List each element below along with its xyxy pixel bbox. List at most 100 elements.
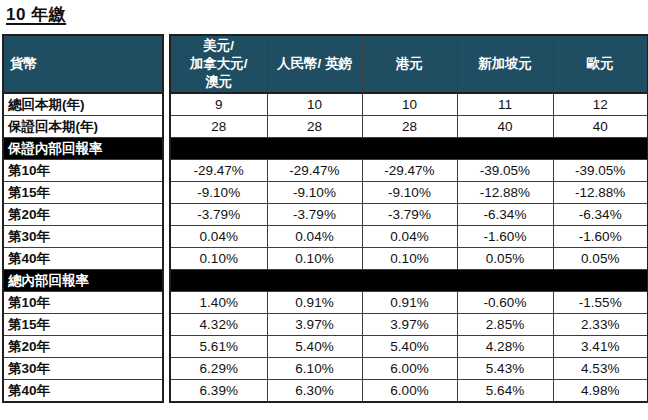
value-cell: 4.32% xyxy=(170,314,267,336)
currency-header-row: 美元/ 加拿大元/ 澳元人民幣/ 英鎊港元新加坡元歐元 xyxy=(170,35,648,93)
table-row: 總回本期(年) xyxy=(3,93,163,116)
value-cell: 0.10% xyxy=(170,248,267,270)
table-row: 5.61%5.40%5.40%4.28%3.41% xyxy=(170,336,648,358)
value-cell: -9.10% xyxy=(267,182,362,204)
currency-column-header: 港元 xyxy=(362,35,457,93)
value-cell: 4.98% xyxy=(553,380,648,403)
value-cell: -12.88% xyxy=(553,182,648,204)
section-divider-bar xyxy=(170,138,648,160)
label-header-row: 貨幣 xyxy=(3,35,163,93)
values-table: 美元/ 加拿大元/ 澳元人民幣/ 英鎊港元新加坡元歐元 910101112282… xyxy=(169,34,648,403)
row-label-table: 貨幣 總回本期(年)保證回本期(年)保證內部回報率第10年第15年第20年第30… xyxy=(2,34,164,403)
table-row: 第30年 xyxy=(3,358,163,380)
value-cell: 6.00% xyxy=(362,358,457,380)
value-cell: -3.79% xyxy=(170,204,267,226)
section-label-row: 總內部回報率 xyxy=(3,270,163,292)
table-row: 第40年 xyxy=(3,380,163,403)
table-row: 4.32%3.97%3.97%2.85%2.33% xyxy=(170,314,648,336)
table-row: 910101112 xyxy=(170,93,648,116)
section-label-row: 保證內部回報率 xyxy=(3,138,163,160)
row-label: 第15年 xyxy=(3,182,163,204)
table-row: 第10年 xyxy=(3,292,163,314)
value-cell: 3.41% xyxy=(553,336,648,358)
section-fill-row xyxy=(170,138,648,160)
value-cell: -1.60% xyxy=(553,226,648,248)
irr-table-group: 貨幣 總回本期(年)保證回本期(年)保證內部回報率第10年第15年第20年第30… xyxy=(2,34,648,403)
value-cell: -29.47% xyxy=(267,160,362,182)
value-cell: 5.61% xyxy=(170,336,267,358)
value-cell: 0.91% xyxy=(362,292,457,314)
value-rows-body: 9101011122828284040-29.47%-29.47%-29.47%… xyxy=(170,93,648,402)
table-row: -3.79%-3.79%-3.79%-6.34%-6.34% xyxy=(170,204,648,226)
value-cell: 28 xyxy=(267,116,362,138)
value-cell: -3.79% xyxy=(267,204,362,226)
value-cell: 6.10% xyxy=(267,358,362,380)
row-label: 第10年 xyxy=(3,160,163,182)
value-cell: 6.29% xyxy=(170,358,267,380)
value-cell: -6.34% xyxy=(457,204,553,226)
value-cell: 0.10% xyxy=(267,248,362,270)
value-cell: 40 xyxy=(457,116,553,138)
row-label: 總回本期(年) xyxy=(3,93,163,116)
currency-column-header: 美元/ 加拿大元/ 澳元 xyxy=(170,35,267,93)
table-row: -9.10%-9.10%-9.10%-12.88%-12.88% xyxy=(170,182,648,204)
value-cell: 0.10% xyxy=(362,248,457,270)
table-row: 保證回本期(年) xyxy=(3,116,163,138)
value-cell: 28 xyxy=(170,116,267,138)
value-cell: 10 xyxy=(267,93,362,116)
row-label: 第30年 xyxy=(3,226,163,248)
value-cell: 0.04% xyxy=(362,226,457,248)
table-row: 第20年 xyxy=(3,336,163,358)
value-cell: 0.05% xyxy=(553,248,648,270)
value-cell: -39.05% xyxy=(457,160,553,182)
table-row: 第10年 xyxy=(3,160,163,182)
value-cell: -39.05% xyxy=(553,160,648,182)
value-cell: 11 xyxy=(457,93,553,116)
value-cell: -9.10% xyxy=(170,182,267,204)
value-cell: -3.79% xyxy=(362,204,457,226)
table-row: 6.29%6.10%6.00%5.43%4.53% xyxy=(170,358,648,380)
value-cell: 6.39% xyxy=(170,380,267,403)
table-row: 第20年 xyxy=(3,204,163,226)
currency-column-header: 人民幣/ 英鎊 xyxy=(267,35,362,93)
value-cell: -6.34% xyxy=(553,204,648,226)
value-cell: 4.28% xyxy=(457,336,553,358)
value-cell: 9 xyxy=(170,93,267,116)
value-cell: 0.05% xyxy=(457,248,553,270)
row-label: 第30年 xyxy=(3,358,163,380)
value-cell: 0.04% xyxy=(170,226,267,248)
table-row: 第15年 xyxy=(3,314,163,336)
currency-column-header: 歐元 xyxy=(553,35,648,93)
value-cell: 6.00% xyxy=(362,380,457,403)
value-cell: 5.40% xyxy=(362,336,457,358)
table-row: -29.47%-29.47%-29.47%-39.05%-39.05% xyxy=(170,160,648,182)
value-cell: 1.40% xyxy=(170,292,267,314)
value-cell: 2.33% xyxy=(553,314,648,336)
value-cell: 10 xyxy=(362,93,457,116)
value-cell: -0.60% xyxy=(457,292,553,314)
row-label: 第20年 xyxy=(3,336,163,358)
table-row: 1.40%0.91%0.91%-0.60%-1.55% xyxy=(170,292,648,314)
value-cell: -1.55% xyxy=(553,292,648,314)
value-cell: -29.47% xyxy=(170,160,267,182)
table-row: 第15年 xyxy=(3,182,163,204)
table-row: 0.04%0.04%0.04%-1.60%-1.60% xyxy=(170,226,648,248)
section-fill-row xyxy=(170,270,648,292)
row-label: 第10年 xyxy=(3,292,163,314)
row-label: 第15年 xyxy=(3,314,163,336)
value-cell: -9.10% xyxy=(362,182,457,204)
value-cell: 5.40% xyxy=(267,336,362,358)
value-cell: 0.04% xyxy=(267,226,362,248)
section-header-label: 總內部回報率 xyxy=(3,270,163,292)
value-cell: 5.43% xyxy=(457,358,553,380)
value-cell: 5.64% xyxy=(457,380,553,403)
row-label: 保證回本期(年) xyxy=(3,116,163,138)
value-cell: -1.60% xyxy=(457,226,553,248)
value-cell: 40 xyxy=(553,116,648,138)
currency-column-header: 新加坡元 xyxy=(457,35,553,93)
value-cell: 3.97% xyxy=(362,314,457,336)
table-row: 6.39%6.30%6.00%5.64%4.98% xyxy=(170,380,648,403)
table-row: 2828284040 xyxy=(170,116,648,138)
currency-corner-header: 貨幣 xyxy=(3,35,163,93)
row-label: 第40年 xyxy=(3,248,163,270)
